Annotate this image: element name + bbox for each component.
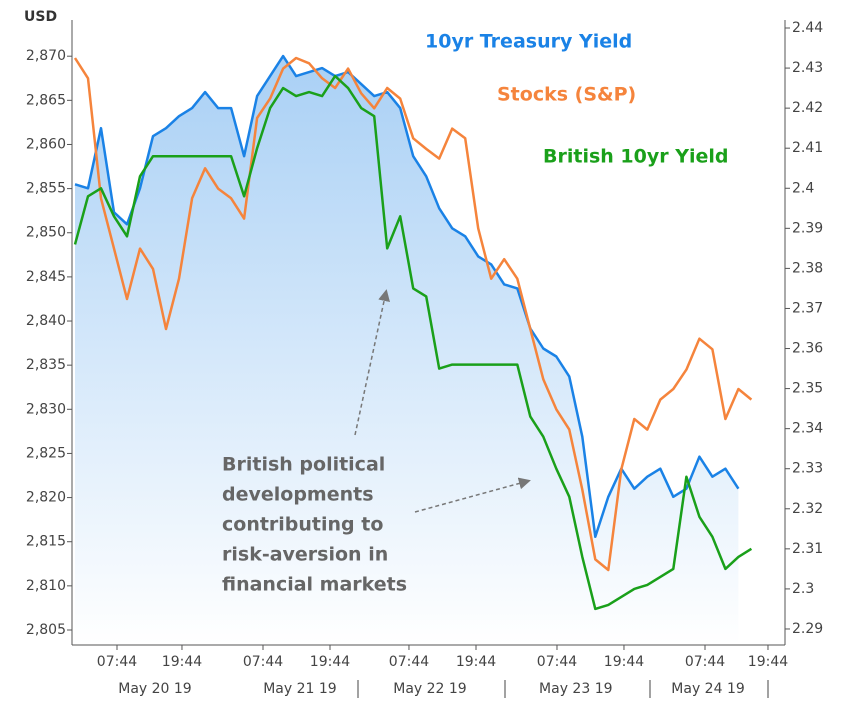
x-tick-label: 19:44 xyxy=(748,654,788,670)
x-tick-label: 07:44 xyxy=(97,654,137,670)
x-tick-label: 19:44 xyxy=(310,654,350,670)
y-tick-label: 2,835 xyxy=(26,357,66,373)
y-tick-label: 2,870 xyxy=(26,48,66,64)
legend-entry: Stocks (S&P) xyxy=(497,84,636,106)
y2-tick-label: 2.35 xyxy=(792,381,823,397)
y-tick-label: 2,855 xyxy=(26,181,66,197)
annotation-arrow xyxy=(354,289,390,436)
y-tick-label: 2,805 xyxy=(26,622,66,638)
x-tick-label: 07:44 xyxy=(685,654,725,670)
y2-tick-label: 2.38 xyxy=(792,260,823,276)
y-tick-label: 2,845 xyxy=(26,269,66,285)
x-tick-label: 07:44 xyxy=(537,654,577,670)
x-tick-label: 19:44 xyxy=(162,654,202,670)
x-tick-label: 07:44 xyxy=(389,654,429,670)
date-label: May 23 19 xyxy=(539,681,612,697)
y2-tick-label: 2.31 xyxy=(792,541,823,557)
date-label: May 24 19 xyxy=(671,681,744,697)
series-line xyxy=(73,56,753,572)
y2-tick-label: 2.3 xyxy=(792,581,814,597)
y2-tick-label: 2.44 xyxy=(792,20,823,36)
annotation: British political xyxy=(222,454,385,476)
date-label: May 21 19 xyxy=(263,681,336,697)
y-tick-label: 2,815 xyxy=(26,534,66,550)
y2-tick-label: 2.43 xyxy=(792,60,823,76)
annotation: risk-aversion in xyxy=(222,544,388,566)
y2-tick-label: 2.37 xyxy=(792,300,823,316)
plot-area xyxy=(73,54,753,646)
y2-tick-label: 2.42 xyxy=(792,100,823,116)
annotation: contributing to xyxy=(222,514,383,536)
y-tick-label: 2,865 xyxy=(26,92,66,108)
y-axis-label: USD xyxy=(24,9,57,25)
y-tick-label: 2,820 xyxy=(26,490,66,506)
y-tick-label: 2,810 xyxy=(26,578,66,594)
y-tick-label: 2,850 xyxy=(26,225,66,241)
day-separators xyxy=(357,680,769,698)
y-tick-label: 2,830 xyxy=(26,401,66,417)
date-label: May 22 19 xyxy=(393,681,466,697)
series-line xyxy=(73,74,753,611)
y2-tick-label: 2.39 xyxy=(792,220,823,236)
y2-tick-label: 2.32 xyxy=(792,501,823,517)
y2-tick-label: 2.4 xyxy=(792,180,814,196)
y-tick-label: 2,860 xyxy=(26,136,66,152)
x-tick-label: 19:44 xyxy=(604,654,644,670)
y-tick-label: 2,825 xyxy=(26,445,66,461)
date-label: May 20 19 xyxy=(118,681,191,697)
legend-entry: 10yr Treasury Yield xyxy=(425,31,632,53)
annotation-arrow xyxy=(414,477,531,513)
series-line xyxy=(74,54,740,539)
x-tick-label: 19:44 xyxy=(456,654,496,670)
area xyxy=(75,56,739,646)
y2-tick-label: 2.41 xyxy=(792,140,823,156)
legend-entry: British 10yr Yield xyxy=(543,146,729,168)
y2-tick-label: 2.34 xyxy=(792,421,823,437)
y2-tick-label: 2.36 xyxy=(792,341,823,357)
annotation: developments xyxy=(222,484,374,506)
y-tick-label: 2,840 xyxy=(26,313,66,329)
x-tick-label: 07:44 xyxy=(243,654,283,670)
annotation: financial markets xyxy=(222,574,407,596)
y2-tick-label: 2.33 xyxy=(792,461,823,477)
y2-tick-label: 2.29 xyxy=(792,621,823,637)
